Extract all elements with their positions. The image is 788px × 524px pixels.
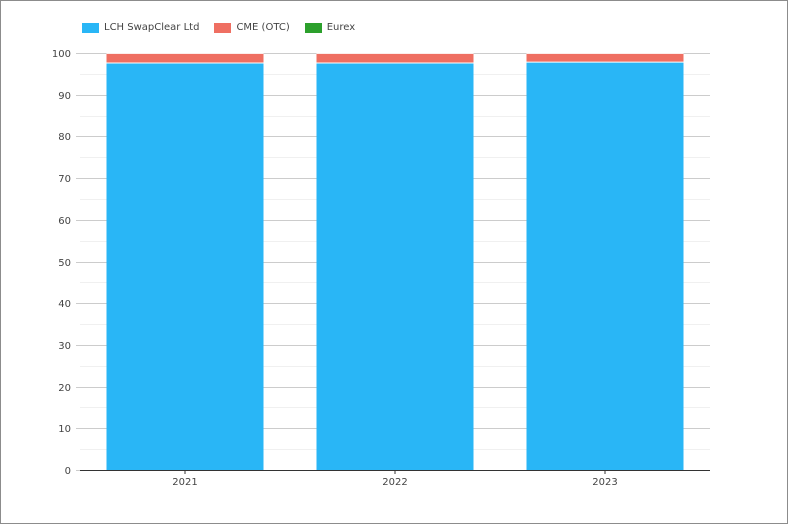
legend-swatch-cme xyxy=(214,22,232,33)
legend-label-cme: CME (OTC) xyxy=(236,22,290,33)
bar-lch-swapclear-ltd-2022 xyxy=(316,63,474,471)
legend-item-eurex[interactable]: Eurex xyxy=(304,22,356,33)
legend-swatch-lch xyxy=(82,22,99,33)
bar-cme-otc--2021 xyxy=(106,53,264,64)
legend-item-lch[interactable]: LCH SwapClear Ltd xyxy=(82,22,199,33)
bar-cme-otc--2023 xyxy=(526,53,684,63)
x-tick-label: 2023 xyxy=(592,477,617,488)
bar-lch-swapclear-ltd-2023 xyxy=(526,62,684,470)
y-tick-label: 50 xyxy=(58,258,71,269)
bar-cme-otc--2022 xyxy=(316,53,474,64)
y-tick-label: 20 xyxy=(58,383,71,394)
x-tick-label: 2021 xyxy=(172,477,197,488)
y-tick-label: 70 xyxy=(58,174,71,185)
y-tick-label: 0 xyxy=(65,466,71,477)
y-tick-label: 10 xyxy=(58,424,71,435)
y-tick-label: 90 xyxy=(58,91,71,102)
legend-label-eurex: Eurex xyxy=(326,22,356,33)
legend-swatch-eurex xyxy=(304,22,322,33)
y-tick-label: 60 xyxy=(58,216,71,227)
bar-lch-swapclear-ltd-2021 xyxy=(106,63,264,471)
y-tick-label: 80 xyxy=(58,132,71,143)
y-tick-label: 30 xyxy=(58,341,71,352)
y-tick-label: 100 xyxy=(52,49,71,60)
legend-label-lch: LCH SwapClear Ltd xyxy=(104,22,200,33)
legend: LCH SwapClear Ltd CME (OTC) Eurex xyxy=(82,22,370,33)
y-tick-label: 40 xyxy=(58,299,71,310)
x-tick-label: 2022 xyxy=(382,477,407,488)
legend-item-cme[interactable]: CME (OTC) xyxy=(214,22,290,33)
